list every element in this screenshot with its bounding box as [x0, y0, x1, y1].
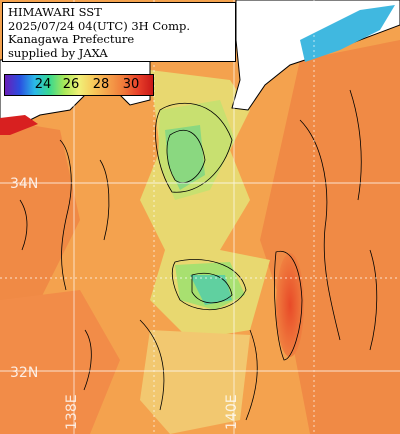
legend-label: 28 — [92, 77, 110, 92]
legend-label: 26 — [62, 77, 80, 92]
sea-hotspot — [276, 253, 304, 357]
sea-cold-region — [165, 125, 205, 190]
sst-contours — [19, 89, 378, 421]
lat-label-32n: 32N — [10, 365, 39, 381]
sst-color-legend: 24 26 28 30 — [4, 74, 154, 96]
lon-label-140e: 140E — [224, 394, 240, 430]
title-line: 2025/07/24 04(UTC) 3H Comp. — [8, 18, 191, 33]
sea-cold-region — [190, 275, 232, 305]
title-box: HIMAWARI SST 2025/07/24 04(UTC) 3H Comp.… — [2, 2, 236, 62]
lon-label-138e: 138E — [64, 394, 80, 430]
lat-label-34n: 34N — [10, 176, 39, 192]
title-line: Kanagawa Prefecture — [8, 32, 135, 46]
legend-label: 24 — [34, 77, 52, 92]
legend-label: 30 — [122, 77, 140, 92]
sea-cool-region — [140, 330, 250, 434]
title-line: supplied by JAXA — [8, 45, 108, 60]
sea-cold-bay — [300, 5, 395, 62]
sea-warm-region — [0, 120, 80, 310]
sea-hot-bay — [0, 115, 38, 135]
title-line: HIMAWARI SST — [8, 5, 102, 19]
sea-warm-region — [0, 290, 120, 434]
